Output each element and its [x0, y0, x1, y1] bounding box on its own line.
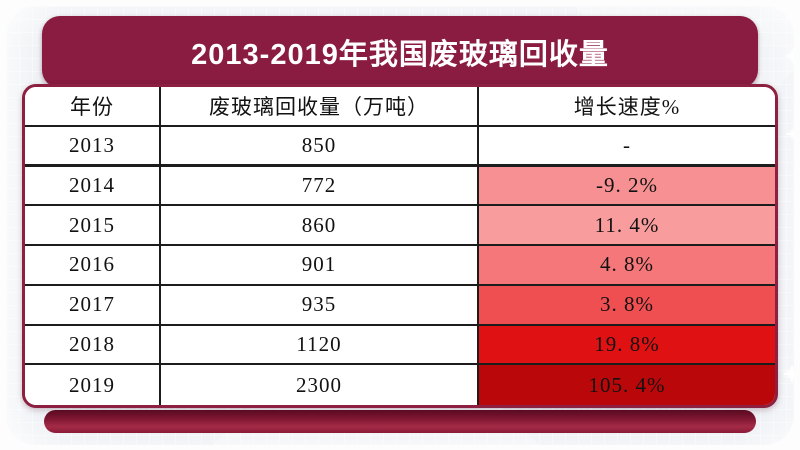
cell-growth: 19. 8% [479, 325, 775, 366]
sparkle-icon [786, 48, 794, 64]
column-header-volume: 废玻璃回收量（万吨） [161, 87, 479, 127]
cell-year: 2018 [25, 325, 161, 366]
cell-volume: 850 [161, 126, 479, 167]
cell-volume: 860 [161, 206, 479, 246]
cell-volume: 772 [161, 166, 479, 207]
cell-growth: 3. 8% [479, 285, 775, 326]
cell-year: 2014 [25, 166, 161, 207]
cell-volume: 935 [161, 285, 479, 326]
sparkle-icon [787, 126, 794, 142]
page-title: 2013-2019年我国废玻璃回收量 [191, 39, 609, 71]
cell-volume: 1120 [161, 325, 479, 366]
column-header-year: 年份 [25, 87, 161, 127]
cell-growth: 4. 8% [479, 246, 775, 286]
cell-growth: -9. 2% [479, 166, 775, 207]
cell-growth: - [479, 126, 775, 167]
cell-growth: 11. 4% [479, 206, 775, 246]
cell-growth: 105. 4% [479, 365, 775, 405]
cell-year: 2017 [25, 285, 161, 326]
sparkle-icon [784, 366, 794, 382]
column-header-growth: 增长速度% [479, 87, 775, 127]
data-table: 年份 废玻璃回收量（万吨） 增长速度% 2013 850 - 2014 772 … [22, 84, 778, 408]
cell-volume: 901 [161, 246, 479, 286]
table-grid: 年份 废玻璃回收量（万吨） 增长速度% 2013 850 - 2014 772 … [25, 87, 775, 405]
cell-year: 2016 [25, 246, 161, 286]
cell-year: 2015 [25, 206, 161, 246]
table-pedestal [44, 410, 756, 433]
cell-year: 2013 [25, 126, 161, 167]
cell-year: 2019 [25, 365, 161, 405]
cell-volume: 2300 [161, 365, 479, 405]
title-banner: 2013-2019年我国废玻璃回收量 [42, 16, 758, 88]
